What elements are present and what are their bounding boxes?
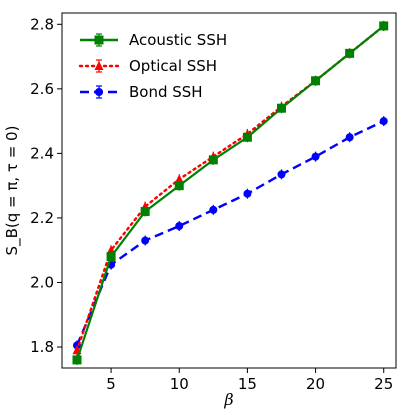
x-tick-label: 10 (170, 375, 189, 393)
legend-entry: Optical SSH (78, 57, 217, 75)
data-point (243, 189, 252, 198)
legend-entry: Bond SSH (80, 83, 203, 101)
data-point (72, 355, 82, 365)
data-point (311, 76, 321, 86)
legend-marker (94, 35, 104, 45)
legend-label: Optical SSH (129, 57, 217, 75)
data-point (141, 236, 150, 245)
y-tick-label: 2.8 (30, 15, 54, 33)
y-tick-label: 2.6 (30, 80, 54, 98)
x-tick-label: 20 (306, 375, 325, 393)
series-line (75, 24, 385, 352)
data-point (277, 170, 286, 179)
x-axis-label: β (223, 390, 233, 409)
legend-marker (94, 61, 104, 70)
data-point (209, 205, 218, 214)
series-line (75, 120, 385, 346)
data-point (311, 152, 320, 161)
legend: Acoustic SSH Optical SSH Bond SSH (78, 31, 227, 101)
data-point (208, 155, 218, 165)
legend-label: Bond SSH (129, 83, 203, 101)
x-tick-label: 5 (106, 375, 116, 393)
series-acoustic-ssh (72, 20, 389, 365)
x-tick-label: 25 (374, 375, 393, 393)
y-axis-label: S_B(q = π, τ = 0) (3, 126, 22, 256)
data-point (345, 48, 355, 58)
legend-label: Acoustic SSH (129, 31, 227, 49)
axes: 5 10 15 20 25 1.8 2.0 2.2 2.4 2.6 2.8 (30, 12, 397, 393)
data-point (174, 181, 184, 191)
series-line (75, 25, 385, 361)
data-point (174, 174, 184, 184)
data-point (175, 222, 184, 230)
data-point (379, 21, 389, 31)
data-point (140, 206, 150, 216)
series-bond-ssh (72, 116, 388, 351)
y-tick-label: 1.8 (30, 338, 54, 356)
legend-marker (95, 88, 103, 96)
x-tick-label: 15 (238, 375, 257, 393)
series-optical-ssh (72, 20, 389, 356)
data-point (345, 133, 354, 142)
series-layer (72, 20, 389, 365)
data-point (276, 103, 286, 113)
data-point (242, 132, 252, 142)
legend-entry: Acoustic SSH (80, 31, 227, 49)
data-point (106, 252, 116, 262)
y-tick-label: 2.4 (30, 144, 54, 162)
y-tick-label: 2.0 (30, 273, 54, 291)
plot-frame (61, 12, 397, 369)
y-tick-label: 2.2 (30, 209, 54, 227)
data-point (379, 117, 388, 126)
